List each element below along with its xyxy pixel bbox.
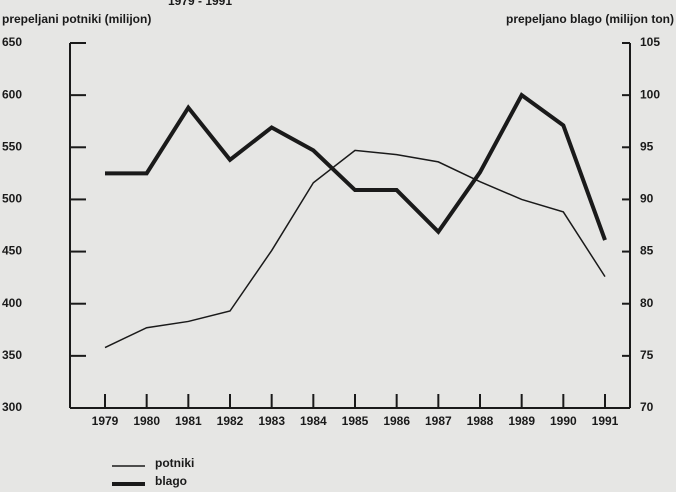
x-tick-label: 1991	[592, 414, 619, 428]
y2-axis-label: prepeljano blago (milijon ton)	[506, 12, 674, 26]
y-tick-label: 500	[2, 192, 22, 206]
x-tick-label: 1983	[258, 414, 285, 428]
line-series	[104, 149, 606, 349]
x-tick-label: 1990	[550, 414, 577, 428]
x-tick-label: 1986	[383, 414, 410, 428]
y2-tick-label: 70	[640, 400, 654, 414]
legend-label: blago	[155, 474, 187, 488]
y-tick-label: 450	[2, 244, 22, 258]
x-tick-label: 1989	[508, 414, 535, 428]
x-tick-label: 1979	[92, 414, 119, 428]
chart-title: 1979 - 1991	[168, 0, 232, 8]
y-axis-label: prepeljani potniki (milijon)	[2, 12, 151, 26]
x-tick-label: 1988	[467, 414, 494, 428]
y2-tick-label: 95	[640, 139, 654, 153]
line-series	[105, 92, 607, 241]
y-tick-label: 650	[2, 35, 22, 49]
legend-label: potniki	[155, 456, 194, 470]
y-tick-label: 350	[2, 348, 22, 362]
y2-tick-label: 100	[640, 87, 660, 101]
y2-tick-label: 85	[640, 244, 654, 258]
y2-tick-label: 75	[640, 348, 654, 362]
x-tick-label: 1985	[342, 414, 369, 428]
x-tick-label: 1982	[217, 414, 244, 428]
y-tick-label: 400	[2, 296, 22, 310]
y2-tick-label: 105	[640, 35, 660, 49]
x-tick-label: 1980	[133, 414, 160, 428]
y-tick-label: 300	[2, 400, 22, 414]
x-tick-label: 1987	[425, 414, 452, 428]
y2-tick-label: 90	[640, 192, 654, 206]
x-tick-label: 1981	[175, 414, 202, 428]
y-tick-label: 550	[2, 139, 22, 153]
x-tick-label: 1984	[300, 414, 327, 428]
y2-tick-label: 80	[640, 296, 654, 310]
y-tick-label: 600	[2, 87, 22, 101]
